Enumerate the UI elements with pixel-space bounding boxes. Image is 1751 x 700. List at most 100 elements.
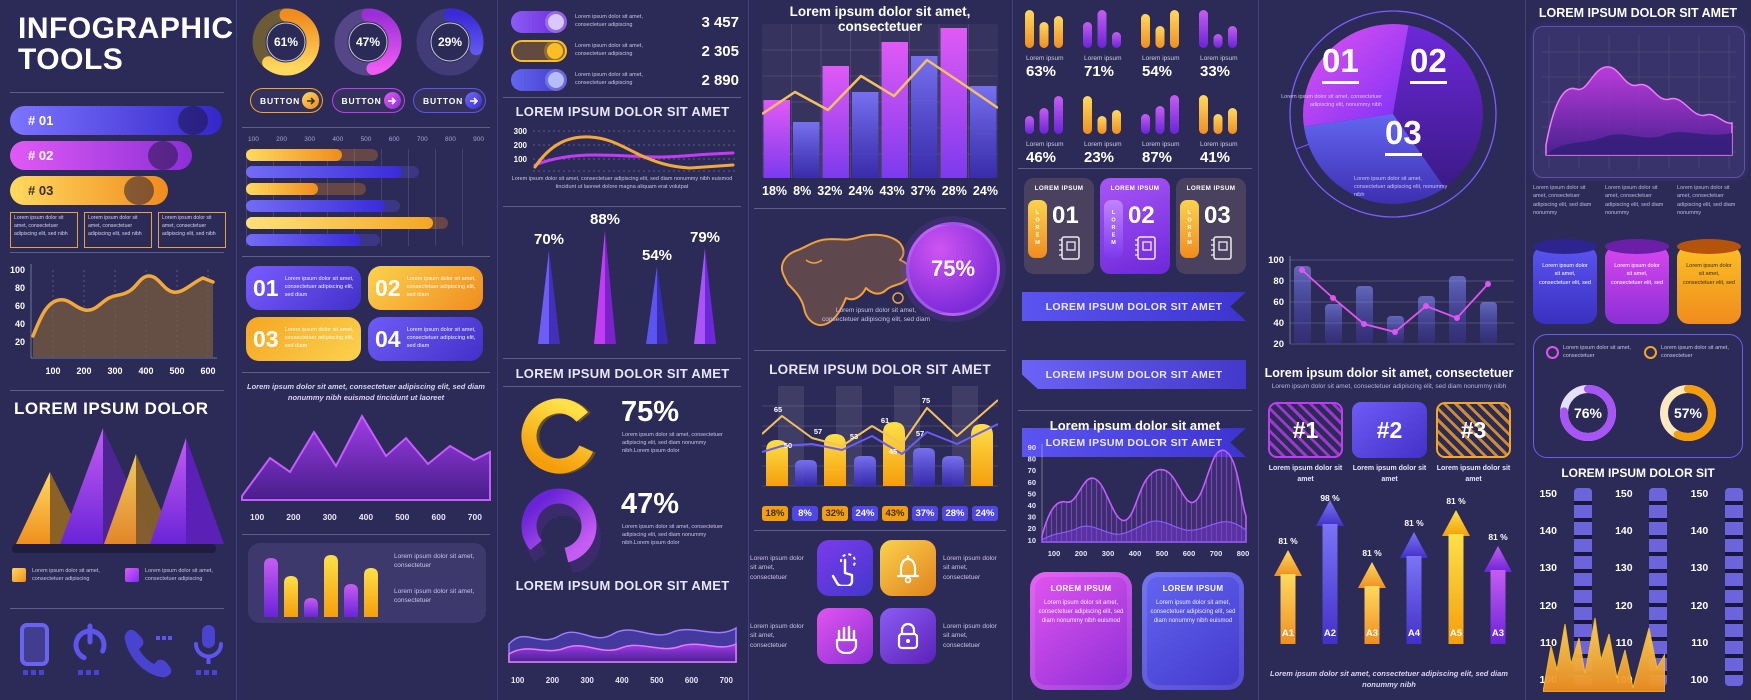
svg-text:81 %: 81 % bbox=[1446, 496, 1466, 506]
column-4: Lorem ipsum dolor sit amet, consectetuer bbox=[748, 0, 1012, 700]
toggle-switch[interactable] bbox=[511, 40, 567, 62]
pie-number-03: 03 bbox=[1385, 114, 1422, 156]
map-value-circle: 75% bbox=[906, 222, 1000, 316]
section-heading: LOREM IPSUM DOLOR SIT AMET bbox=[1538, 6, 1738, 20]
cylinder-bar-label: # 01 bbox=[28, 113, 54, 128]
svg-text:500: 500 bbox=[169, 366, 184, 376]
cylinder-cap bbox=[148, 141, 178, 170]
divider bbox=[10, 92, 224, 93]
toggle-text: Lorem ipsum dolor sit amet, consectetuer… bbox=[575, 43, 643, 57]
line-series bbox=[31, 274, 215, 338]
toggle-switch[interactable] bbox=[511, 11, 567, 33]
svg-text:200: 200 bbox=[76, 366, 91, 376]
feature-text: Lorem ipsum dolor sit amet, consectetuer bbox=[750, 622, 804, 649]
pyramid-chart bbox=[12, 428, 224, 553]
radio-icon bbox=[1546, 346, 1559, 359]
map-caption: Lorem ipsum dolor sit amet, consectetuer… bbox=[821, 307, 931, 324]
legend-swatch-orange bbox=[12, 568, 26, 582]
donut-panel: Lorem ipsum dolor sit amet, consectetuer… bbox=[1533, 334, 1743, 458]
card-header: LOREM IPSUM bbox=[1110, 185, 1160, 192]
cylinder-magenta: Lorem ipsum dolor sit amet, consectetuer… bbox=[1605, 239, 1669, 324]
footer-text: Lorem ipsum dolor sit amet, consectetuer… bbox=[1270, 669, 1508, 690]
mountain-xticks: 100 200 300 400 500 600 700 bbox=[250, 512, 482, 522]
bar-row bbox=[246, 149, 486, 161]
donut-gauge-47: 47% bbox=[332, 6, 404, 78]
svg-text:A3: A3 bbox=[1366, 628, 1378, 639]
button-blue[interactable]: BUTTON bbox=[413, 88, 486, 113]
mini-bar-chart: Lorem ipsum 63% bbox=[1024, 8, 1079, 80]
section-title: LOREM IPSUM DOLOR bbox=[14, 399, 209, 418]
svg-text:20: 20 bbox=[1028, 524, 1036, 533]
svg-text:40: 40 bbox=[1028, 501, 1036, 510]
svg-text:20: 20 bbox=[1273, 339, 1284, 350]
svg-text:600: 600 bbox=[1183, 549, 1196, 558]
power-icon bbox=[73, 623, 107, 675]
legend-item: Lorem ipsum dolor sit amet, consectetuer… bbox=[12, 568, 115, 584]
svg-text:81 %: 81 % bbox=[1404, 518, 1424, 528]
paragraph: Lorem ipsum dolor sit amet, consectetuer… bbox=[511, 176, 733, 190]
bar-row bbox=[246, 183, 486, 195]
ring-3d-orange bbox=[521, 398, 600, 475]
rounded-bar-panel: Lorem ipsum dolor sit amet, consectetuer… bbox=[248, 543, 486, 623]
mini-bar-chart: Lorem ipsum 54% bbox=[1140, 8, 1195, 80]
percentage-row: 18% 8% 32% 24% 43% 37% 28% 24% bbox=[762, 184, 998, 198]
svg-text:600: 600 bbox=[200, 366, 215, 376]
divider bbox=[10, 252, 224, 253]
panel-text: Lorem ipsum dolor sit amet, consectetuer bbox=[394, 588, 475, 605]
divider bbox=[242, 534, 490, 535]
svg-text:A3: A3 bbox=[1492, 628, 1504, 639]
divider bbox=[503, 97, 741, 98]
hashtag-card-1: #1 bbox=[1268, 402, 1343, 458]
button-orange[interactable]: BUTTON bbox=[250, 88, 323, 113]
section-heading: LOREM IPSUM DOLOR SIT AMET bbox=[515, 366, 730, 381]
button-purple[interactable]: BUTTON bbox=[331, 88, 405, 113]
hashtag-caption: Lorem ipsum dolor sit amet bbox=[1352, 465, 1427, 483]
toggle-row: Lorem ipsum dolor sit amet, consectetuer… bbox=[511, 67, 739, 93]
legend-swatch-purple bbox=[125, 568, 139, 582]
step-card-04: 04 Lorem ipsum dolor sit amet, consectet… bbox=[368, 317, 483, 361]
svg-text:A1: A1 bbox=[1282, 628, 1295, 639]
toggle-switch[interactable] bbox=[511, 69, 567, 91]
legend: Lorem ipsum dolor sit amet, consectetuer… bbox=[12, 568, 228, 584]
text-column: Lorem ipsum dolor sit amet, consectetuer… bbox=[1677, 185, 1736, 216]
donut-value: 61% bbox=[273, 35, 299, 49]
feature-text: Lorem ipsum dolor sit amet, consectetuer bbox=[750, 554, 804, 581]
cylinder-bar-label: # 02 bbox=[28, 148, 54, 163]
svg-text:10: 10 bbox=[1028, 536, 1036, 545]
hashtag-card-3: #3 bbox=[1436, 402, 1511, 458]
percent-chip: 37% bbox=[912, 506, 938, 521]
notebook-icon bbox=[1211, 236, 1232, 260]
card-number: 01 bbox=[1052, 202, 1079, 229]
card-number: 03 bbox=[1204, 202, 1231, 229]
separator-1 bbox=[236, 0, 237, 700]
bar-row bbox=[246, 200, 486, 212]
svg-text:100: 100 bbox=[514, 155, 528, 164]
microphone-icon bbox=[194, 625, 223, 675]
card-tab: LOREM bbox=[1180, 200, 1199, 258]
button-label: BUTTON bbox=[423, 95, 464, 106]
svg-text:500: 500 bbox=[1156, 549, 1169, 558]
toggle-list: Lorem ipsum dolor sit amet, consectetuer… bbox=[511, 9, 739, 96]
smartphone-icon bbox=[20, 623, 49, 675]
text-box: Lorem ipsum dolor sit amet, consectetuer… bbox=[158, 212, 226, 248]
bell-icon-card bbox=[880, 540, 936, 596]
notebook-icon bbox=[1135, 236, 1156, 260]
mini-bar-chart: Lorem ipsum 87% bbox=[1140, 94, 1195, 166]
svg-text:400: 400 bbox=[1129, 549, 1142, 558]
ring-text: Lorem ipsum dolor sit amet, consectetuer… bbox=[622, 432, 723, 454]
section-heading: LOREM IPSUM DOLOR SIT AMET bbox=[769, 362, 991, 377]
cylinder-bar-03: # 03 bbox=[10, 176, 168, 205]
toggle-text: Lorem ipsum dolor sit amet, consectetuer… bbox=[575, 72, 643, 86]
divider bbox=[754, 208, 1006, 209]
card-header: LOREM IPSUM bbox=[1034, 185, 1084, 192]
separator-3 bbox=[748, 0, 749, 700]
svg-text:700: 700 bbox=[1210, 549, 1223, 558]
percent-chip: 24% bbox=[972, 506, 998, 521]
pie-caption-01: Lorem ipsum dolor sit amet, consectetuer… bbox=[1281, 94, 1382, 108]
radio-icon bbox=[1644, 346, 1657, 359]
hashtag-caption: Lorem ipsum dolor sit amet bbox=[1436, 465, 1511, 483]
divider bbox=[503, 206, 741, 207]
page-title-line2: TOOLS bbox=[18, 42, 124, 76]
toggle-text: Lorem ipsum dolor sit amet, consectetuer… bbox=[575, 14, 643, 28]
svg-text:57: 57 bbox=[916, 429, 924, 438]
